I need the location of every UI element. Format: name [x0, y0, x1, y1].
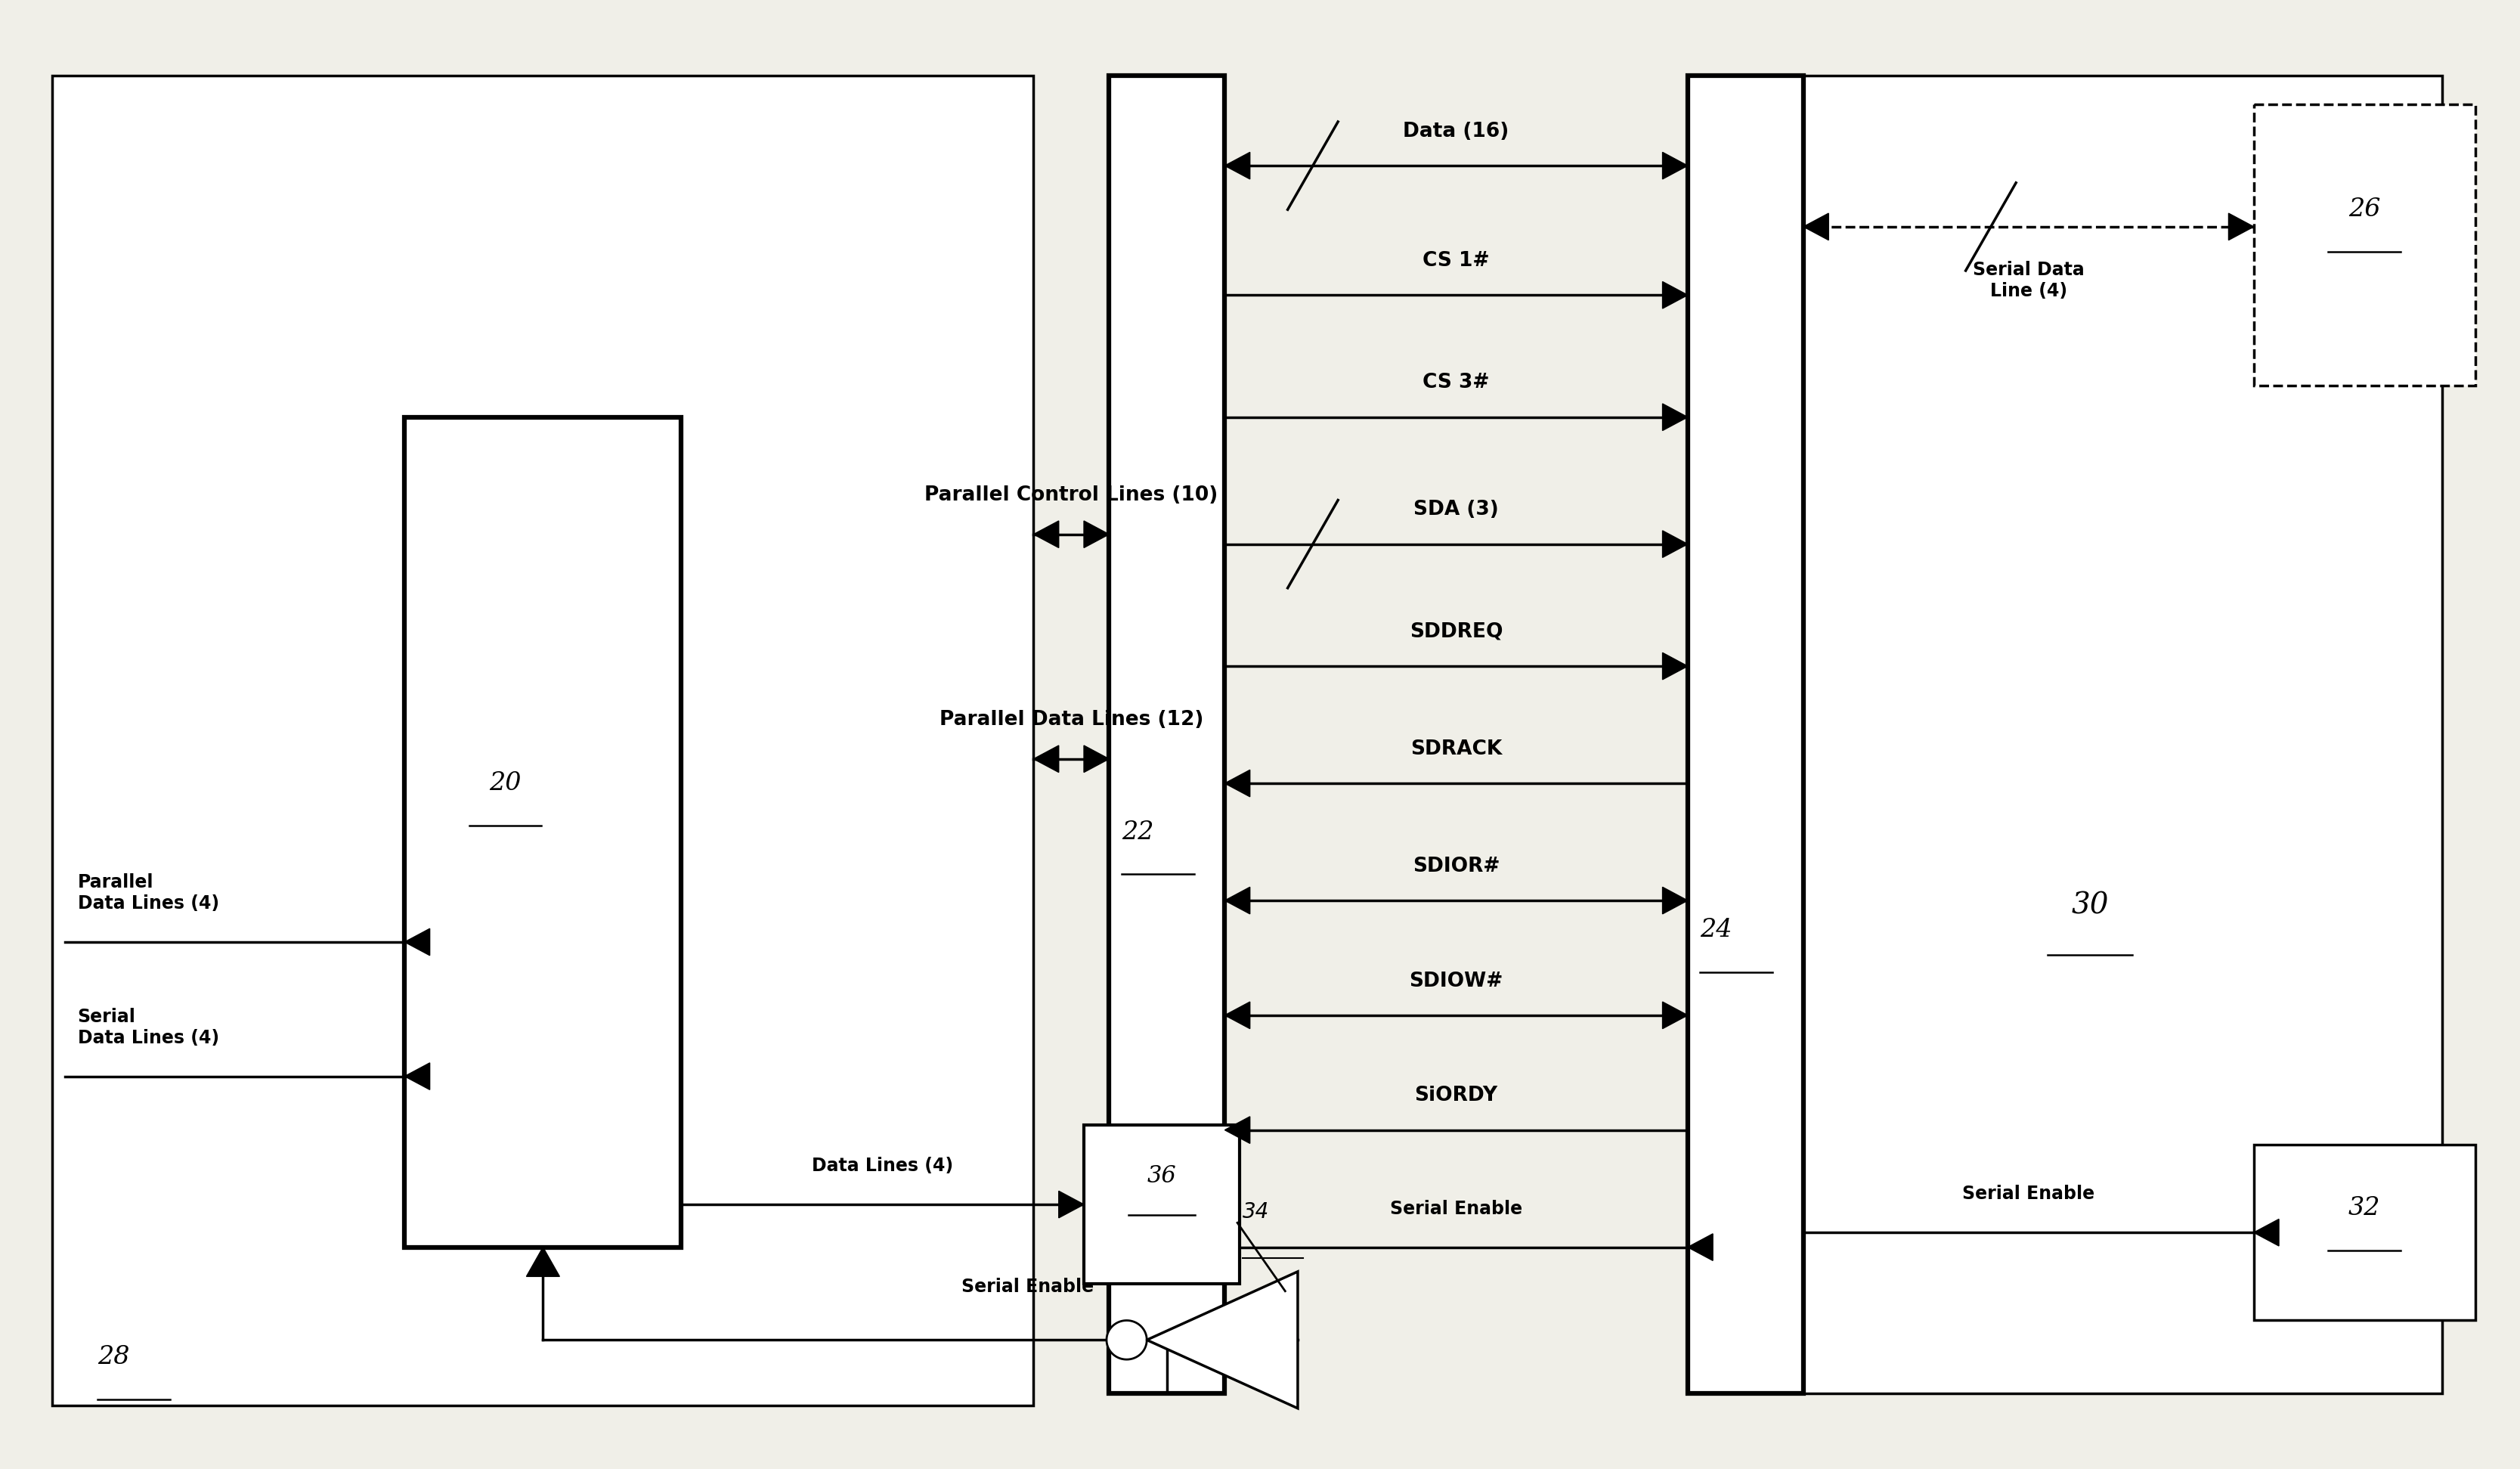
Polygon shape: [1804, 213, 1830, 239]
Polygon shape: [1225, 1116, 1250, 1143]
Polygon shape: [1033, 521, 1058, 548]
Polygon shape: [1663, 404, 1688, 430]
Text: Serial Enable: Serial Enable: [1391, 1200, 1522, 1218]
Bar: [406, 417, 680, 1247]
Polygon shape: [1663, 530, 1688, 558]
Polygon shape: [1663, 1002, 1688, 1028]
Text: SDA (3): SDA (3): [1414, 499, 1499, 520]
Bar: [53, 75, 1033, 1406]
Text: SDIOW#: SDIOW#: [1409, 971, 1504, 990]
Bar: [2253, 104, 2475, 385]
Polygon shape: [1033, 745, 1058, 773]
Text: CS 3#: CS 3#: [1424, 373, 1489, 392]
Polygon shape: [527, 1247, 559, 1277]
Bar: [2253, 1144, 2475, 1321]
Text: 22: 22: [1121, 820, 1154, 845]
Text: 20: 20: [489, 771, 522, 795]
Polygon shape: [1225, 1002, 1250, 1028]
Polygon shape: [1225, 770, 1250, 796]
Text: Serial Enable: Serial Enable: [963, 1278, 1094, 1296]
Text: Parallel Control Lines (10): Parallel Control Lines (10): [925, 485, 1217, 505]
Text: Data (16): Data (16): [1404, 122, 1509, 141]
Bar: [1109, 75, 1225, 1394]
Polygon shape: [406, 928, 431, 955]
Text: 26: 26: [2349, 197, 2381, 222]
Polygon shape: [406, 1064, 431, 1090]
Text: SDDREQ: SDDREQ: [1409, 621, 1502, 642]
Text: 32: 32: [2349, 1196, 2381, 1221]
Polygon shape: [1663, 282, 1688, 308]
Bar: [1688, 75, 2442, 1394]
Polygon shape: [1147, 1272, 1298, 1409]
Text: SDRACK: SDRACK: [1411, 739, 1502, 759]
Text: Serial
Data Lines (4): Serial Data Lines (4): [78, 1008, 219, 1047]
Polygon shape: [2228, 213, 2253, 239]
Polygon shape: [1663, 652, 1688, 680]
Text: Data Lines (4): Data Lines (4): [811, 1158, 953, 1175]
Polygon shape: [1058, 1191, 1084, 1218]
Polygon shape: [1688, 1234, 1714, 1260]
Polygon shape: [2253, 1219, 2278, 1246]
Text: 28: 28: [98, 1346, 131, 1369]
Text: CS 1#: CS 1#: [1424, 251, 1489, 270]
Bar: [1084, 1125, 1240, 1284]
Text: 30: 30: [2071, 892, 2109, 920]
Text: Parallel Data Lines (12): Parallel Data Lines (12): [940, 710, 1205, 730]
Text: SDIOR#: SDIOR#: [1414, 856, 1499, 876]
Polygon shape: [1225, 153, 1250, 179]
Polygon shape: [1106, 1321, 1147, 1359]
Bar: [1688, 75, 1804, 1394]
Polygon shape: [1084, 745, 1109, 773]
Text: Serial Enable: Serial Enable: [1963, 1185, 2094, 1203]
Text: Serial Data
Line (4): Serial Data Line (4): [1973, 261, 2084, 300]
Text: Parallel
Data Lines (4): Parallel Data Lines (4): [78, 874, 219, 912]
Text: 34: 34: [1242, 1202, 1270, 1222]
Text: 24: 24: [1701, 918, 1731, 942]
Text: 36: 36: [1147, 1165, 1177, 1188]
Polygon shape: [1663, 887, 1688, 914]
Text: SiORDY: SiORDY: [1414, 1086, 1497, 1106]
Polygon shape: [1084, 521, 1109, 548]
Polygon shape: [1225, 887, 1250, 914]
Polygon shape: [1663, 153, 1688, 179]
